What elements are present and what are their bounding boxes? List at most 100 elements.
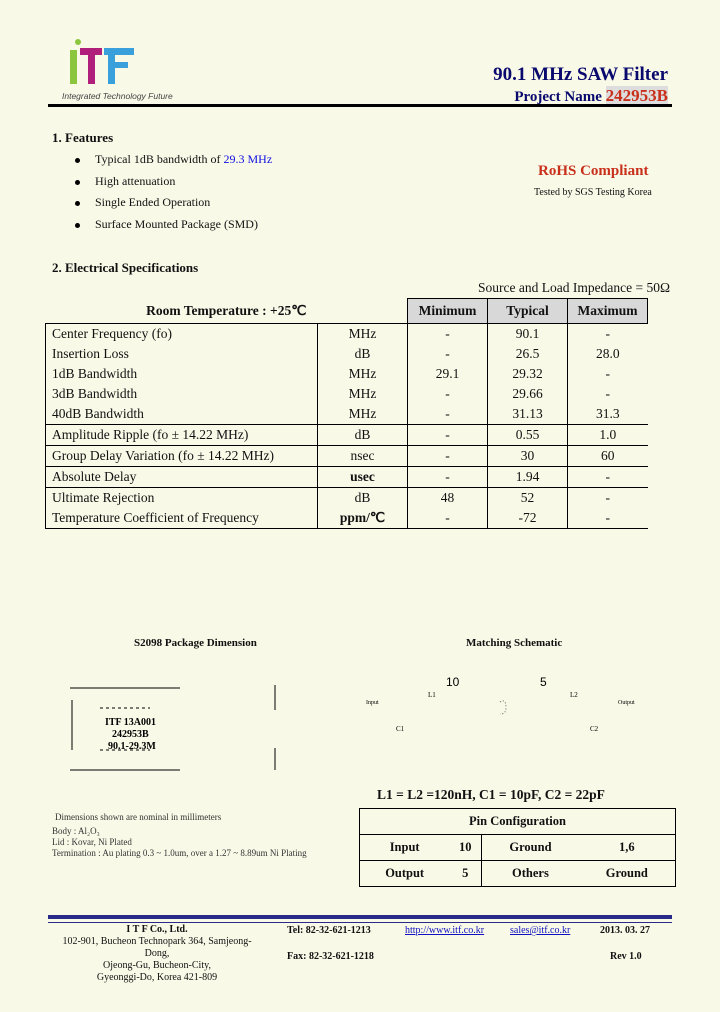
spec-max: - <box>567 384 648 404</box>
fax: Fax: 82-32-621-1218 <box>287 951 374 962</box>
svg-text:C1: C1 <box>396 725 405 733</box>
itf-logo <box>70 39 134 84</box>
spec-row: 3dB Bandwidth MHz -29.66- <box>45 384 648 404</box>
spec-param: 3dB Bandwidth <box>45 384 318 404</box>
spec-typ: 52 <box>487 487 568 508</box>
document-date: 2013. 03. 27 <box>600 925 650 936</box>
company-address: I T F Co., Ltd. 102-901, Bucheon Technopa… <box>62 924 252 983</box>
svg-text:ITF 13A001: ITF 13A001 <box>105 717 156 728</box>
spec-max: - <box>567 323 648 344</box>
spec-row: 1dB Bandwidth MHz 29.1 29.32- <box>45 364 648 384</box>
spec-param: Group Delay Variation (fo ± 14.22 MHz) <box>45 445 318 467</box>
spec-typ: 29.32 <box>487 364 568 384</box>
spec-row: Center Frequency (fo) MHz -90.1- <box>45 323 648 344</box>
project-name: Project Name 242953B <box>514 86 668 105</box>
spec-min: 48 <box>407 487 488 508</box>
spec-unit: dB <box>317 487 408 508</box>
spec-typ: -72 <box>487 508 568 529</box>
spec-unit: MHz <box>317 384 408 404</box>
package-drawing: ITF 13A001 242953B 90.1-29.3M <box>70 685 276 771</box>
dimension-note: Dimensions shown are nominal in millimet… <box>55 812 222 822</box>
spec-min: - <box>407 445 488 467</box>
spec-typ: 29.66 <box>487 384 568 404</box>
spec-min: - <box>407 323 488 344</box>
pin-config-title: Pin Configuration <box>359 808 676 835</box>
spec-unit: usec <box>317 466 408 488</box>
spec-unit: ppm/℃ <box>317 508 408 529</box>
spec-param: Insertion Loss <box>45 344 318 364</box>
spec-unit: MHz <box>317 404 408 425</box>
phone: Tel: 82-32-621-1213 <box>287 925 371 936</box>
spec-row: 40dB Bandwidth MHz -31.13 31.3 <box>45 404 648 425</box>
svg-text:Input: Input <box>366 700 379 706</box>
spec-unit: MHz <box>317 364 408 384</box>
specs-heading: 2. Electrical Specifications <box>52 260 199 275</box>
spec-min: - <box>407 384 488 404</box>
feature-item: Surface Mounted Package (SMD) <box>75 217 258 232</box>
spec-param: Absolute Delay <box>45 466 318 488</box>
footer-bar <box>48 915 672 919</box>
spec-row: Group Delay Variation (fo ± 14.22 MHz) ns… <box>45 445 648 467</box>
spec-unit: nsec <box>317 445 408 467</box>
spec-min: - <box>407 466 488 488</box>
spec-param: 1dB Bandwidth <box>45 364 318 384</box>
spec-min: - <box>407 508 488 529</box>
spec-max: 1.0 <box>567 424 648 446</box>
matching-schematic: 10 5 Input Output L1 L2 C1 C2 <box>366 675 635 733</box>
svg-text:L2: L2 <box>570 691 578 699</box>
spec-typ: 1.94 <box>487 466 568 488</box>
spec-unit: dB <box>317 344 408 364</box>
spec-max: - <box>567 364 648 384</box>
feature-item: Typical 1dB bandwidth of 29.3 MHz <box>75 152 272 167</box>
features-heading: 1. Features <box>52 130 114 145</box>
spec-min: 29.1 <box>407 364 488 384</box>
rohs-note: Tested by SGS Testing Korea <box>534 187 652 198</box>
spec-row: Ultimate Rejection dB 48 52- <box>45 487 648 508</box>
spec-typ: 26.5 <box>487 344 568 364</box>
lid-material: Lid : Kovar, Ni Plated <box>52 837 132 847</box>
room-temp-header: Room Temperature : +25℃ <box>146 302 307 318</box>
svg-text:90.1-29.3M: 90.1-29.3M <box>108 741 156 752</box>
spec-param: Temperature Coefficient of Frequency <box>45 508 318 529</box>
spec-param: Center Frequency (fo) <box>45 323 318 344</box>
revision: Rev 1.0 <box>610 951 642 962</box>
termination-note: Termination : Au plating 0.3 ~ 1.0um, ov… <box>52 848 307 858</box>
spec-typ: 90.1 <box>487 323 568 344</box>
spec-row: Insertion Loss dB -26.5 28.0 <box>45 344 648 364</box>
spec-min: - <box>407 424 488 446</box>
spec-min: - <box>407 404 488 425</box>
spec-typ: 30 <box>487 445 568 467</box>
package-title: S2098 Package Dimension <box>134 637 257 649</box>
spec-row: Amplitude Ripple (fo ± 14.22 MHz) dB -0.55… <box>45 424 648 446</box>
pin-config-table: Pin Configuration Input 10 Ground 1,6 Outpu… <box>359 808 676 887</box>
spec-max: 60 <box>567 445 648 467</box>
email-link[interactable]: sales@itf.co.kr <box>510 925 571 936</box>
body-material: Body : Al₂O₃ <box>52 826 100 836</box>
spec-typ: 31.13 <box>487 404 568 425</box>
spec-param: 40dB Bandwidth <box>45 404 318 425</box>
spec-param: Amplitude Ripple (fo ± 14.22 MHz) <box>45 424 318 446</box>
impedance-note: Source and Load Impedance = 50Ω <box>478 280 670 295</box>
spec-min: - <box>407 344 488 364</box>
schematic-title: Matching Schematic <box>466 637 563 649</box>
spec-unit: dB <box>317 424 408 446</box>
spec-max: 31.3 <box>567 404 648 425</box>
feature-item: Single Ended Operation <box>75 195 210 210</box>
svg-text:5: 5 <box>540 675 547 689</box>
spec-max: 28.0 <box>567 344 648 364</box>
svg-text:L1: L1 <box>428 691 436 699</box>
feature-item: High attenuation <box>75 174 175 189</box>
spec-param: Ultimate Rejection <box>45 487 318 508</box>
spec-row: Temperature Coefficient of Frequency ppm/… <box>45 508 648 529</box>
document-title: 90.1 MHz SAW Filter <box>493 64 668 85</box>
footer-line <box>48 922 672 923</box>
spec-unit: MHz <box>317 323 408 344</box>
spec-max: - <box>567 508 648 529</box>
rohs-badge: RoHS Compliant <box>538 163 649 179</box>
spec-table: Room Temperature : +25℃ Minimum Typical Ma… <box>45 298 648 529</box>
svg-text:10: 10 <box>446 675 460 689</box>
spec-row: Absolute Delay usec -1.94- <box>45 466 648 488</box>
website-link[interactable]: http://www.itf.co.kr <box>405 925 485 936</box>
spec-max: - <box>567 487 648 508</box>
